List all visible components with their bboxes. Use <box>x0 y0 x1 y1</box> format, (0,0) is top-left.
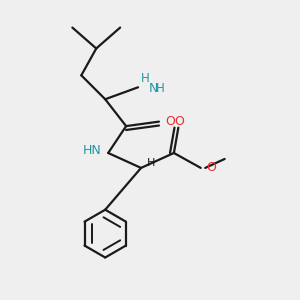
Text: H: H <box>147 158 156 167</box>
Text: H: H <box>156 82 165 95</box>
Text: O: O <box>166 115 176 128</box>
Text: O: O <box>174 115 184 128</box>
Text: H: H <box>141 72 150 86</box>
Text: N: N <box>148 82 158 95</box>
Text: O: O <box>207 161 217 174</box>
Text: HN: HN <box>82 144 101 157</box>
